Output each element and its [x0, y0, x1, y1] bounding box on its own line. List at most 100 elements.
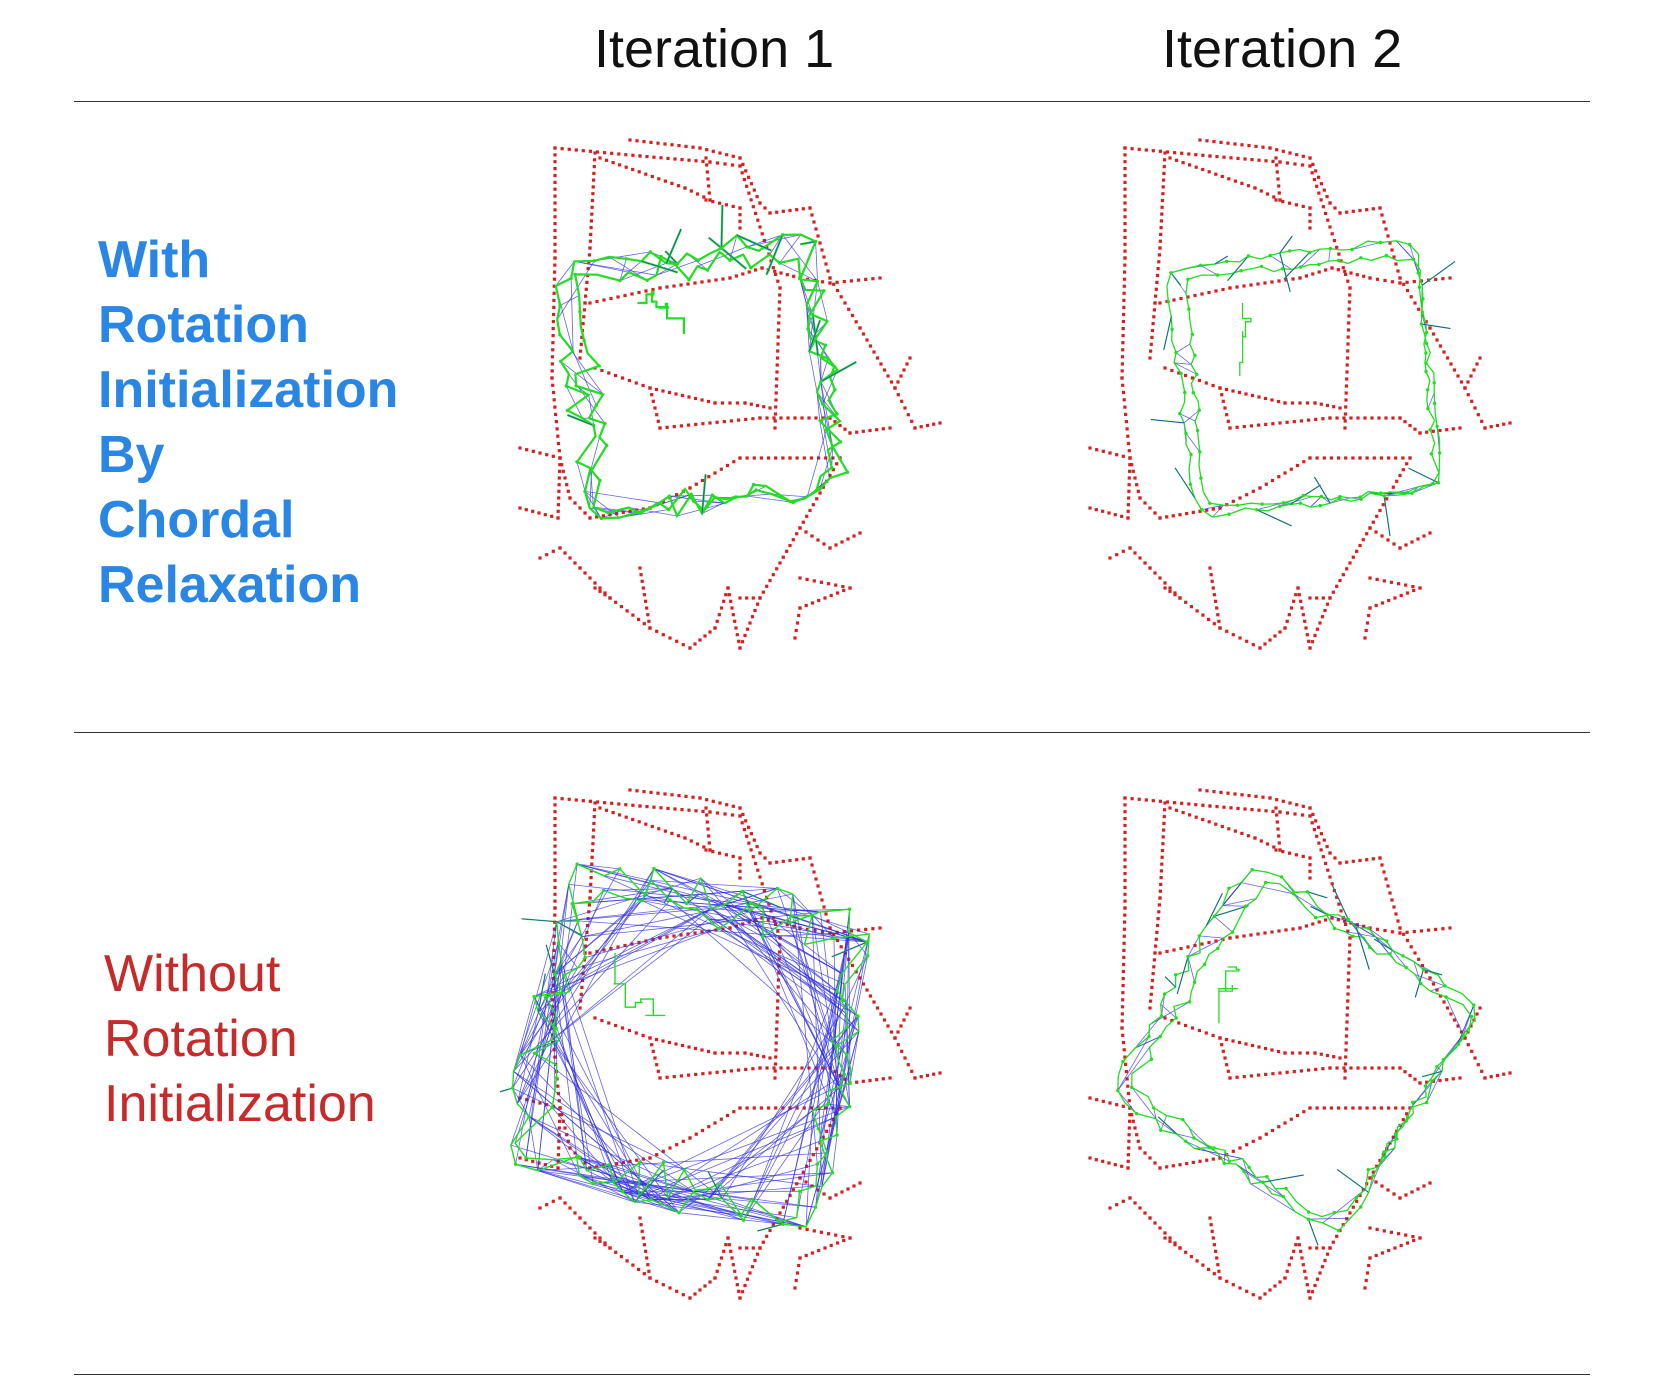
constraint-edge [572, 350, 597, 406]
ground-truth-point [1214, 599, 1218, 603]
constraint-edge [792, 893, 818, 1165]
ground-truth-point [772, 1066, 776, 1070]
ground-truth-point [619, 605, 623, 609]
ground-truth-point [604, 808, 609, 812]
ground-truth-point [1285, 619, 1289, 623]
ground-truth-point [531, 1159, 535, 1163]
ground-truth-point [701, 422, 705, 426]
ground-truth-point [675, 1143, 679, 1147]
constraint-edge [537, 868, 621, 1013]
pose-node [856, 1014, 860, 1018]
ground-truth-point [1425, 430, 1429, 434]
constraint-edge [708, 918, 791, 924]
ground-truth-point [1398, 931, 1402, 935]
ground-truth-point [1404, 543, 1408, 547]
ground-truth-point [795, 1271, 800, 1275]
pose-node [1368, 945, 1372, 949]
ground-truth-point [776, 929, 780, 933]
ground-truth-point [614, 1023, 618, 1028]
ground-truth-point [875, 1078, 879, 1082]
ground-truth-point [1128, 546, 1132, 550]
pose-node [1280, 267, 1285, 271]
ground-truth-point [1263, 281, 1267, 285]
ground-truth-point [1137, 797, 1141, 801]
ground-truth-point [1240, 143, 1244, 147]
ground-truth-point [1270, 1128, 1275, 1133]
constraint-edge [577, 863, 751, 904]
constraint-edge [1322, 1188, 1366, 1224]
pose-node [1408, 242, 1412, 247]
ground-truth-point [1283, 1121, 1287, 1125]
ground-truth-point [654, 387, 659, 392]
ground-truth-point [673, 807, 677, 811]
ground-truth-point [680, 1043, 685, 1048]
ground-truth-point [1187, 152, 1191, 156]
ground-truth-point [798, 526, 802, 530]
constraint-edge [560, 360, 604, 395]
constraint-edge [1199, 935, 1224, 939]
ground-truth-point [707, 475, 711, 479]
ground-truth-point [1173, 591, 1177, 595]
ground-truth-point [553, 817, 557, 821]
ground-truth-point [586, 267, 590, 271]
ground-truth-point [556, 1153, 560, 1157]
ground-truth-point [1319, 1052, 1323, 1056]
ground-truth-point [838, 423, 842, 428]
pose-node [1332, 1210, 1337, 1215]
pose-node [1432, 381, 1436, 385]
ground-truth-point [772, 416, 776, 420]
pose-node [845, 470, 850, 474]
ground-truth-point [1149, 342, 1153, 346]
ground-truth-point [776, 328, 781, 332]
interior-chain [637, 290, 685, 335]
odometry-spurs [500, 888, 868, 1232]
ground-truth-point [861, 1079, 865, 1083]
ground-truth-point [743, 1283, 747, 1288]
ground-truth-point [1163, 158, 1167, 162]
ground-truth-point [857, 928, 861, 932]
ground-truth-point [774, 384, 779, 388]
ground-truth-point [781, 209, 785, 213]
ground-truth-point [1398, 276, 1402, 280]
constraint-edge [653, 868, 843, 974]
ground-truth-point [1380, 601, 1385, 605]
ground-truth-point [1115, 1203, 1119, 1207]
ground-truth-point [1235, 425, 1239, 429]
pose-node [1319, 494, 1323, 499]
pose-node [524, 1156, 528, 1160]
ground-truth-point [1392, 255, 1396, 259]
pose-node [719, 246, 724, 250]
constraint-edge [650, 1073, 845, 1201]
ground-truth-point [1344, 1055, 1348, 1059]
ground-truth-point [683, 836, 687, 840]
ground-truth-point [858, 1181, 862, 1185]
ground-truth-point [771, 266, 775, 270]
ground-truth-point [563, 1201, 567, 1205]
ground-truth-point [738, 456, 742, 460]
pose-node [709, 906, 713, 911]
ground-truth-point [1418, 431, 1422, 435]
ground-truth-point [1128, 463, 1132, 467]
ground-truth-point [588, 896, 592, 900]
pose-node [1425, 1100, 1429, 1105]
ground-truth-point [1363, 1066, 1367, 1070]
constraint-edge [1164, 976, 1176, 988]
ground-truth-point [672, 1075, 676, 1079]
ground-truth-point [1185, 512, 1189, 516]
ground-truth-point [1448, 276, 1452, 280]
ground-truth-point [1445, 356, 1450, 360]
ground-truth-point [557, 489, 561, 493]
ground-truth-point [902, 368, 906, 372]
ground-truth-point [1264, 422, 1268, 426]
ground-truth-point [1194, 815, 1198, 819]
ground-truth-point [826, 919, 830, 923]
ground-truth-point [1123, 872, 1127, 876]
ground-truth-point [693, 281, 697, 285]
pose-node [734, 495, 738, 499]
ground-truth-point [1412, 930, 1416, 934]
ground-truth-point [715, 1269, 719, 1273]
pose-node [696, 258, 700, 262]
row-label-line: Rotation [104, 1010, 298, 1068]
ground-truth-point [1463, 1036, 1467, 1040]
ground-truth-point [683, 186, 687, 190]
